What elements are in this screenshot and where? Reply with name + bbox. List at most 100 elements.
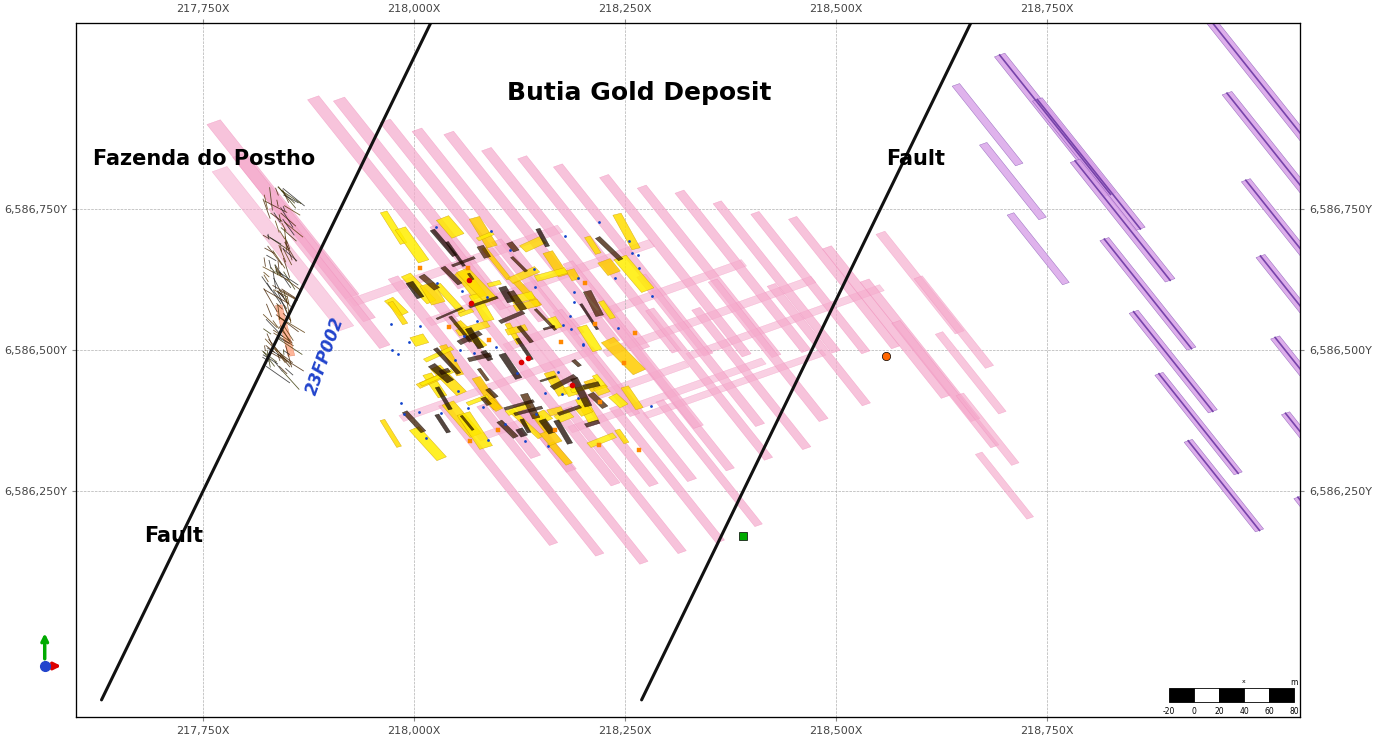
Polygon shape [597,258,621,275]
Polygon shape [498,311,526,323]
Polygon shape [645,308,772,460]
Polygon shape [444,131,621,344]
Polygon shape [553,164,713,356]
Polygon shape [713,201,841,353]
Polygon shape [534,268,568,281]
Polygon shape [1071,159,1175,282]
Polygon shape [612,213,640,250]
Text: m: m [1291,679,1298,687]
Polygon shape [539,375,556,382]
Polygon shape [534,415,553,434]
Polygon shape [469,216,497,248]
Polygon shape [508,266,539,283]
Polygon shape [860,279,980,422]
Polygon shape [936,332,1006,414]
Polygon shape [563,260,703,428]
Polygon shape [1007,212,1069,285]
Polygon shape [563,385,579,397]
Polygon shape [599,300,615,319]
Text: 60: 60 [1265,707,1274,716]
Polygon shape [435,387,453,410]
Bar [1194,688,1219,702]
Polygon shape [516,338,534,360]
Polygon shape [531,410,553,424]
Polygon shape [709,279,828,422]
Text: 80: 80 [1289,707,1299,716]
Polygon shape [435,414,450,433]
Polygon shape [433,348,461,374]
Polygon shape [406,281,424,299]
Polygon shape [486,398,502,411]
Polygon shape [472,377,501,410]
Polygon shape [583,378,603,392]
Polygon shape [520,419,531,433]
Polygon shape [578,325,603,352]
Polygon shape [570,383,596,393]
Polygon shape [449,316,472,343]
Polygon shape [1222,92,1326,215]
Polygon shape [395,227,429,263]
Polygon shape [566,269,581,280]
Polygon shape [513,299,541,312]
Polygon shape [788,216,900,349]
Polygon shape [575,397,599,423]
Polygon shape [516,428,527,437]
Polygon shape [442,401,482,437]
Polygon shape [692,307,810,450]
Polygon shape [592,374,608,388]
Polygon shape [582,382,600,389]
Polygon shape [446,241,465,266]
Polygon shape [486,388,498,398]
Polygon shape [429,223,567,386]
Polygon shape [457,411,493,449]
Polygon shape [601,337,645,374]
Polygon shape [1099,238,1196,350]
Polygon shape [399,347,597,422]
Polygon shape [457,268,497,303]
Polygon shape [505,403,531,415]
Polygon shape [440,266,462,285]
Polygon shape [233,153,376,322]
Polygon shape [439,344,464,376]
Polygon shape [388,276,541,459]
Polygon shape [603,276,816,357]
Polygon shape [520,393,539,419]
Polygon shape [388,301,407,325]
Polygon shape [1203,16,1311,144]
Text: 23FP002: 23FP002 [303,314,348,397]
Polygon shape [877,231,965,334]
Polygon shape [508,291,527,311]
Polygon shape [436,215,464,238]
Polygon shape [544,326,555,330]
Polygon shape [823,246,951,398]
Polygon shape [596,237,623,260]
Polygon shape [995,53,1116,196]
Polygon shape [550,374,578,390]
Polygon shape [498,286,515,303]
Bar [1244,688,1269,702]
Text: 0: 0 [1192,707,1196,716]
Polygon shape [497,420,519,438]
Polygon shape [610,406,725,543]
Polygon shape [466,394,490,406]
Polygon shape [469,293,494,322]
Polygon shape [676,190,810,352]
Polygon shape [482,147,649,350]
Polygon shape [593,385,610,396]
Polygon shape [600,175,751,357]
Polygon shape [268,206,389,349]
Polygon shape [410,334,429,346]
Polygon shape [308,95,469,289]
Polygon shape [563,406,687,554]
Polygon shape [544,371,568,397]
Polygon shape [571,360,582,367]
Polygon shape [460,415,475,431]
Polygon shape [477,245,491,258]
Polygon shape [428,363,454,383]
Polygon shape [952,84,1022,166]
Polygon shape [685,285,885,360]
Bar [1269,688,1293,702]
Bar [1170,688,1194,702]
Polygon shape [1270,336,1362,443]
Polygon shape [1185,440,1263,532]
